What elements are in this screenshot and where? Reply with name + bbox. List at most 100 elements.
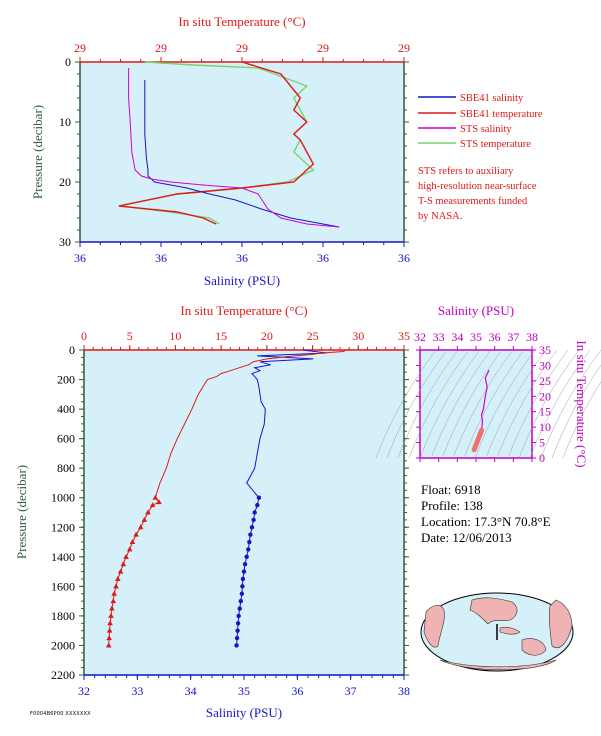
near-surface-series-sts-salinity [128, 68, 340, 228]
full-profile-y-tick-label: 1400 [51, 550, 75, 564]
sts-note-line-3: T-S measurements funded [418, 196, 528, 207]
near-surface-bottom-tick-labels: 36 36 36 36 36 [74, 251, 410, 265]
ts-inset-isopycnals [375, 349, 601, 459]
salinity-marker [251, 517, 256, 523]
ts-x-tick-label: 38 [526, 330, 538, 344]
sts-note-line-2: high-resolution near-surface [418, 181, 537, 192]
salinity-marker [236, 613, 241, 619]
near-surface-series-sbe41-salinity [144, 80, 340, 228]
temperature-marker [126, 546, 133, 552]
salinity-marker [237, 606, 242, 611]
full-profile-x-axis-title: Salinity (PSU) [206, 705, 282, 720]
full-profile-y-tick-label: 0 [69, 343, 75, 357]
salinity-marker [255, 502, 260, 508]
near-surface-panel: In situ Temperature (°C) 29 29 29 29 29 36 36… [30, 14, 410, 288]
salinity-marker [235, 621, 241, 626]
ts-x-tick-label: 37 [507, 330, 519, 344]
isopycnal-line [408, 349, 470, 459]
temperature-marker [141, 516, 148, 522]
salinity-marker [242, 562, 248, 567]
temperature-marker [110, 598, 117, 604]
full-profile-panel: In situ Temperature (°C) 0 5 10 15 20 25 30 35 … [14, 303, 410, 720]
temperature-marker [137, 524, 144, 530]
full-profile-y-tick-labels: 0 200 400 600 800 1000 1200 1400 1600 1800 2000 220… [51, 343, 75, 682]
float-number: Float: 6918 [421, 482, 481, 497]
legend: SBE41 salinity SBE41 temperature STS sal… [418, 93, 543, 150]
salinity-marker [241, 569, 247, 574]
near-surface-top-tick-label: 29 [398, 41, 410, 55]
salinity-marker [238, 598, 243, 604]
full-profile-y-tick-label: 200 [57, 373, 75, 387]
full-profile-y-tick-label: 1200 [51, 520, 75, 534]
temperature-marker [111, 590, 117, 596]
legend-label-sts-temperature: STS temperature [460, 139, 531, 150]
map-land-antarctica [439, 659, 557, 671]
near-surface-ticks [75, 57, 409, 247]
temperature-marker [115, 575, 121, 581]
salinity-marker [249, 525, 255, 530]
salinity-marker [239, 591, 245, 596]
temperature-marker [106, 635, 112, 641]
temperature-marker [156, 499, 162, 505]
full-profile-top-tick-label: 30 [352, 329, 364, 343]
isopycnal-line [496, 349, 558, 459]
full-profile-bottom-tick-label: 38 [398, 684, 410, 698]
isopycnal-line [562, 381, 601, 459]
float-location: Location: 17.3°N 70.8°E [421, 514, 551, 529]
near-surface-top-axis-title: In situ Temperature (°C) [178, 14, 305, 29]
ts-x-tick-label: 33 [433, 330, 445, 344]
full-profile-y-tick-label: 400 [57, 402, 75, 416]
isopycnal-line [430, 349, 492, 459]
salinity-marker [234, 635, 240, 641]
ts-y-tick-label: 10 [539, 420, 551, 434]
ts-y-tick-label: 30 [539, 358, 551, 372]
isopycnal-line [485, 349, 547, 459]
near-surface-top-tick-label: 29 [317, 41, 329, 55]
full-profile-top-tick-label: 35 [398, 329, 410, 343]
isopycnal-line [386, 349, 448, 459]
near-surface-series [118, 61, 340, 228]
ts-inset-y-axis-title: In situ Temperature (°C) [574, 340, 589, 467]
salinity-marker [240, 576, 246, 582]
temperature-marker [149, 502, 156, 508]
full-profile-top-tick-label: 0 [81, 329, 87, 343]
ts-deep-cluster [471, 427, 485, 453]
sts-note-line-4: by NASA. [418, 211, 462, 222]
full-profile-bottom-tick-label: 37 [345, 684, 357, 698]
full-profile-y-tick-label: 2000 [51, 638, 75, 652]
near-surface-bottom-tick-label: 36 [74, 251, 86, 265]
near-surface-series-sbe41-temperature [118, 61, 315, 225]
temperature-marker [129, 539, 136, 545]
temperature-marker [120, 561, 127, 567]
ts-x-tick-label: 32 [414, 330, 426, 344]
ts-y-tick-label: 25 [539, 374, 551, 388]
full-profile-y-tick-label: 600 [57, 432, 75, 446]
salinity-marker [256, 495, 262, 500]
near-surface-plot-area [79, 61, 405, 243]
near-surface-bottom-tick-label: 36 [155, 251, 167, 265]
isopycnal-line [463, 349, 525, 459]
ts-y-tick-label: 15 [539, 405, 551, 419]
near-surface-bottom-tick-label: 36 [398, 251, 410, 265]
isopycnal-line [452, 349, 514, 459]
near-surface-y-axis-title: Pressure (decibar) [30, 105, 45, 199]
temperature-marker [145, 509, 151, 515]
full-profile-top-axis-title: In situ Temperature (°C) [180, 303, 307, 318]
isopycnal-line [474, 349, 536, 459]
full-profile-top-tick-label: 15 [215, 329, 227, 343]
ts-x-tick-label: 35 [470, 330, 482, 344]
near-surface-y-tick-label: 20 [59, 175, 71, 189]
ts-inset-x-tick-labels: 32 33 34 35 36 37 38 [414, 330, 538, 344]
isopycnal-line [551, 364, 601, 459]
full-profile-y-tick-label: 1600 [51, 579, 75, 593]
isopycnal-line [507, 349, 569, 459]
full-profile-top-tick-label: 5 [127, 329, 133, 343]
near-surface-y-tick-label: 30 [59, 235, 71, 249]
profile-date: Date: 12/06/2013 [421, 530, 512, 545]
salinity-marker [235, 628, 240, 633]
temperature-marker [108, 612, 114, 618]
isopycnal-line [441, 349, 503, 459]
temperature-marker [133, 531, 139, 537]
